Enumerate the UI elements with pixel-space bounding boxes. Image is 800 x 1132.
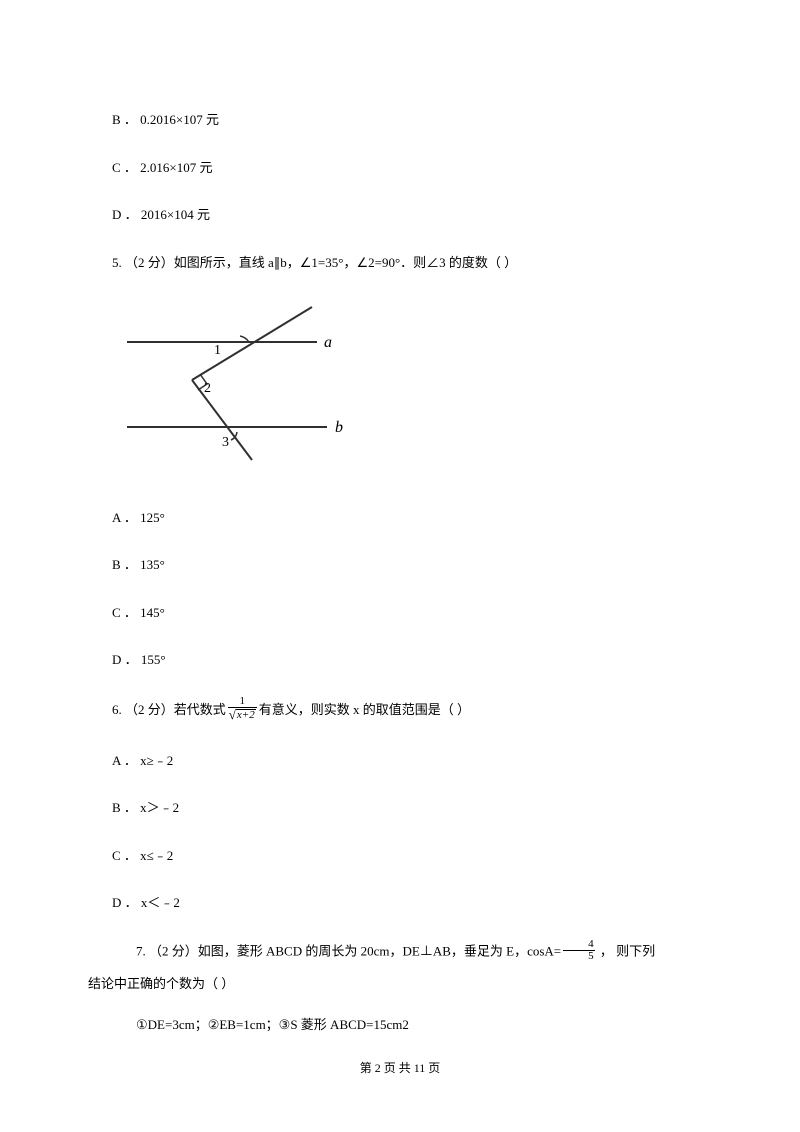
q6-post: 有意义，则实数 x 的取值范围是（ ） (259, 700, 470, 720)
q5-option-d: D ． 155° (112, 650, 688, 670)
q6-pre: 6. （2 分）若代数式 (112, 700, 226, 720)
q6-option-c: C ． x≤﹣2 (112, 846, 688, 866)
q7-frac-num: 4 (564, 939, 594, 950)
sqrt-sign-icon: √ (229, 708, 236, 721)
q5-option-c: C ． 145° (112, 603, 688, 623)
q6-frac-den: √x+2 (228, 707, 257, 721)
label-angle-3: 3 (222, 435, 229, 450)
q7-frac-den: 5 (563, 950, 595, 962)
q7-fraction: 4 5 (563, 939, 595, 962)
q7-line3: ①DE=3cm；②EB=1cm；③S 菱形 ABCD=15cm2 (112, 1015, 688, 1035)
q4-option-c: C ． 2.016×107 元 (112, 158, 688, 178)
q5-option-b: B ． 135° (112, 555, 688, 575)
page-footer: 第 2 页 共 11 页 (0, 1059, 800, 1076)
q7-stem: 7. （2 分）如图，菱形 ABCD 的周长为 20cm，DE⊥AB，垂足为 E… (112, 941, 688, 1035)
page-content: B ． 0.2016×107 元 C ． 2.016×107 元 D ． 201… (112, 110, 688, 1063)
q6-fraction: 1 √x+2 (228, 696, 257, 721)
q7-line1-post: ， 则下列 (597, 943, 656, 958)
q7-line2: 结论中正确的个数为（ ） (88, 974, 688, 994)
label-angle-1: 1 (214, 343, 221, 358)
q6-sqrt: √x+2 (229, 708, 256, 721)
q7-line1-pre: 7. （2 分）如图，菱形 ABCD 的周长为 20cm，DE⊥AB，垂足为 E… (136, 943, 561, 958)
q6-option-d: D ． x＜﹣2 (112, 893, 688, 913)
q6-frac-num: 1 (239, 696, 245, 707)
q6-option-a: A ． x≥﹣2 (112, 751, 688, 771)
q6-stem: 6. （2 分）若代数式 1 √x+2 有意义，则实数 x 的取值范围是（ ） (112, 698, 688, 723)
q4-option-b: B ． 0.2016×107 元 (112, 110, 688, 130)
label-angle-2: 2 (204, 381, 211, 396)
q6-option-b: B ． x＞﹣2 (112, 798, 688, 818)
q5-diagram: a b 1 2 3 (102, 302, 688, 478)
label-b: b (335, 419, 343, 436)
q4-option-d: D ． 2016×104 元 (112, 205, 688, 225)
q5-stem: 5. （2 分）如图所示，直线 a∥b，∠1=35°，∠2=90°．则∠3 的度… (112, 253, 688, 273)
q5-option-a: A ． 125° (112, 508, 688, 528)
label-a: a (324, 334, 332, 351)
q6-sqrt-content: x+2 (236, 709, 256, 721)
